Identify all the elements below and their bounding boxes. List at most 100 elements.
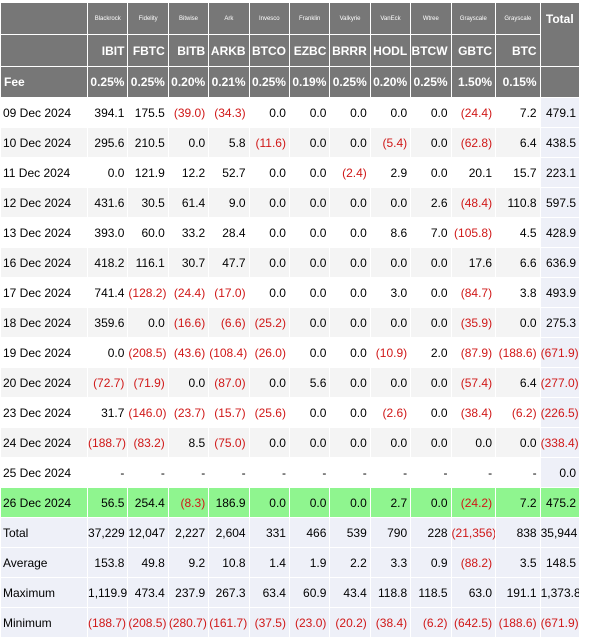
row-total: 636.9 — [540, 248, 579, 277]
summary-cell-btc: (188.6) — [496, 608, 540, 637]
flow-cell-brrr: 0.0 — [330, 218, 370, 247]
ticker-header-ezbc: EZBC — [289, 35, 330, 66]
ticker-header-fbtc: FBTC — [128, 35, 168, 66]
summary-cell-ibit: (188.7) — [88, 608, 128, 637]
row-date: 13 Dec 2024 — [1, 218, 88, 247]
flow-cell-btco: (25.6) — [249, 398, 289, 427]
flow-cell-btc: (188.6) — [496, 338, 540, 367]
flow-cell-btc: 3.8 — [496, 278, 540, 307]
flow-cell-hodl: 0.0 — [370, 248, 411, 277]
flow-cell-btco: 0.0 — [249, 488, 289, 517]
flow-cell-gbtc: (87.9) — [451, 338, 496, 367]
flow-cell-arkb: 52.7 — [209, 158, 249, 187]
flow-cell-brrr: 0.0 — [330, 428, 370, 457]
flow-cell-btcw: 2.6 — [411, 188, 451, 217]
flow-cell-btco: 0.0 — [249, 278, 289, 307]
flow-cell-btco: 0.0 — [249, 218, 289, 247]
flow-cell-btcw: 0.0 — [411, 488, 451, 517]
flow-cell-btcw: 0.0 — [411, 368, 451, 397]
row-date: 26 Dec 2024 — [1, 488, 88, 517]
table-row: 16 Dec 2024 418.2 116.1 30.7 47.7 0.0 0.0 0.0 0.… — [1, 248, 579, 277]
row-date: 25 Dec 2024 — [1, 458, 88, 487]
flow-cell-btc: 6.6 — [496, 248, 540, 277]
ticker-header-ibit: IBIT — [88, 35, 128, 66]
summary-cell-bitb: (280.7) — [168, 608, 209, 637]
summary-cell-btc: 191.1 — [496, 578, 540, 607]
row-total: 0.0 — [540, 458, 579, 487]
flow-cell-hodl: 8.6 — [370, 218, 411, 247]
summary-cell-btcw: 118.5 — [411, 578, 451, 607]
flow-cell-btco: (11.6) — [249, 128, 289, 157]
flow-cell-ibit: 0.0 — [88, 158, 128, 187]
flow-cell-brrr: 0.0 — [330, 308, 370, 337]
flow-cell-ezbc: 0.0 — [289, 308, 330, 337]
flow-cell-bitb: (8.3) — [168, 488, 209, 517]
flow-cell-bitb: 61.4 — [168, 188, 209, 217]
flow-cell-btco: 0.0 — [249, 428, 289, 457]
flow-cell-btco: (26.0) — [249, 338, 289, 367]
summary-label: Total — [1, 518, 88, 547]
flow-cell-bitb: (23.7) — [168, 398, 209, 427]
flow-cell-gbtc: (35.9) — [451, 308, 496, 337]
fee-brrr: 0.25% — [330, 67, 370, 97]
flow-cell-arkb: 9.0 — [209, 188, 249, 217]
flow-cell-fbtc: 116.1 — [128, 248, 168, 277]
flow-cell-bitb: 8.5 — [168, 428, 209, 457]
fee-row: Fee 0.25% 0.25% 0.20% 0.21% 0.25% 0.19% 0.25% 0.… — [1, 67, 579, 97]
flow-cell-gbtc: (38.4) — [451, 398, 496, 427]
flow-cell-ibit: 431.6 — [88, 188, 128, 217]
table-row: 20 Dec 2024 (72.7) (71.9) 0.0 (87.0) 0.0 5.6 0.… — [1, 368, 579, 397]
row-total: 223.1 — [540, 158, 579, 187]
table-row: 26 Dec 2024 56.5 254.4 (8.3) 186.9 0.0 0.0 0.0 2… — [1, 488, 579, 517]
fee-label: Fee — [1, 67, 88, 97]
flow-cell-arkb: (6.6) — [209, 308, 249, 337]
row-date: 19 Dec 2024 — [1, 338, 88, 367]
flow-cell-btc: 6.4 — [496, 128, 540, 157]
ticker-header-hodl: HODL — [370, 35, 411, 66]
issuer-header-gbtc: Grayscale — [451, 3, 496, 34]
issuer-header-arkb: Ark — [209, 3, 249, 34]
flow-cell-btco: 0.0 — [249, 98, 289, 127]
table-row: 19 Dec 2024 0.0 (208.5) (43.6) (108.4) (26.0)… — [1, 338, 579, 367]
table-row: 25 Dec 2024- - - - - - - - - - -0.0 — [1, 458, 579, 487]
issuer-header-ibit: Blackrock — [88, 3, 128, 34]
summary-cell-fbtc: 49.8 — [128, 548, 168, 577]
flow-cell-arkb: 47.7 — [209, 248, 249, 277]
summary-row-maximum: Maximum 1,119.9 473.4 237.9 267.3 63.4 60.9 43.… — [1, 578, 579, 607]
flow-cell-gbtc: (105.8) — [451, 218, 496, 247]
issuer-header-fbtc: Fidelity — [128, 3, 168, 34]
flow-cell-fbtc: (128.2) — [128, 278, 168, 307]
flow-cell-ibit: 394.1 — [88, 98, 128, 127]
flow-cell-brrr: 0.0 — [330, 368, 370, 397]
summary-cell-hodl: 3.3 — [370, 548, 411, 577]
summary-cell-ezbc: 1.9 — [289, 548, 330, 577]
summary-cell-gbtc: 63.0 — [451, 578, 496, 607]
row-total: 597.5 — [540, 188, 579, 217]
flow-cell-fbtc: 0.0 — [128, 308, 168, 337]
flow-cell-ezbc: 0.0 — [289, 218, 330, 247]
flow-cell-btcw: 0.0 — [411, 428, 451, 457]
flow-cell-hodl: 0.0 — [370, 428, 411, 457]
flow-cell-ibit: (188.7) — [88, 428, 128, 457]
flow-cell-ezbc: 0.0 — [289, 488, 330, 517]
flow-cell-ezbc: 0.0 — [289, 128, 330, 157]
flow-cell-ezbc: 0.0 — [289, 248, 330, 277]
summary-row-minimum: Minimum (188.7) (208.5) (280.7) (161.7) (37.5… — [1, 608, 579, 637]
ticker-header-blank — [1, 35, 88, 66]
flow-cell-hodl: 0.0 — [370, 98, 411, 127]
flow-cell-hodl: (10.9) — [370, 338, 411, 367]
flow-cell-btc: 0.0 — [496, 428, 540, 457]
flow-cell-brrr: (2.4) — [330, 158, 370, 187]
row-date: 12 Dec 2024 — [1, 188, 88, 217]
flow-cell-hodl: (5.4) — [370, 128, 411, 157]
summary-cell-ezbc: (23.0) — [289, 608, 330, 637]
summary-cell-hodl: 790 — [370, 518, 411, 547]
flow-cell-ezbc: 5.6 — [289, 368, 330, 397]
fee-ezbc: 0.19% — [289, 67, 330, 97]
summary-cell-brrr: 43.4 — [330, 578, 370, 607]
summary-cell-fbtc: 473.4 — [128, 578, 168, 607]
flow-cell-btcw: 0.0 — [411, 398, 451, 427]
table-body: Blackrock Fidelity Bitwise Ark Invesco Frankl… — [1, 3, 579, 637]
flow-cell-btc: 6.4 — [496, 368, 540, 397]
flow-cell-arkb: (75.0) — [209, 428, 249, 457]
